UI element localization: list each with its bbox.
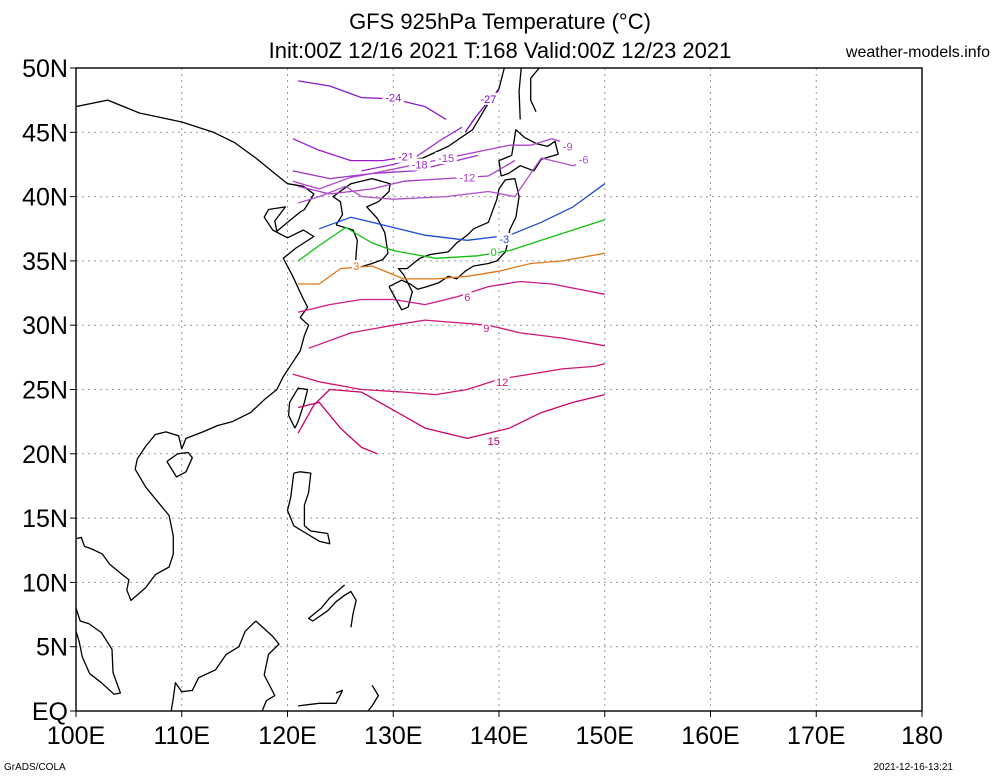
- isotherm-line: [318, 183, 606, 241]
- isotherm-label: 9: [483, 323, 489, 335]
- software-credit: GrADS/COLA: [4, 762, 66, 773]
- contour-label-bg: [494, 375, 510, 388]
- temperature-contours: [292, 80, 606, 455]
- isotherm-line: [292, 138, 415, 162]
- site-credit: weather-models.info: [845, 44, 990, 61]
- coastline-segment: [518, 68, 522, 120]
- contour-label-bg: [482, 321, 491, 334]
- lat-tick-label: EQ: [32, 698, 68, 726]
- coastline-segment: [530, 68, 540, 112]
- contour-label-bg: [560, 140, 576, 153]
- lon-tick-label: 160E: [681, 722, 739, 750]
- coastline-segment: [498, 129, 559, 177]
- contour-label-bg: [351, 260, 361, 273]
- coastline-segment: [287, 387, 309, 429]
- lat-tick-label: 15N: [22, 505, 68, 533]
- isotherm-label: 6: [464, 292, 470, 304]
- title-line-1: GFS 925hPa Temperature (°C): [349, 9, 651, 34]
- isotherm-label: -24: [385, 93, 401, 105]
- contour-label-bg: [456, 171, 479, 184]
- coastline-segment: [76, 99, 315, 602]
- contour-label-bg: [477, 92, 500, 105]
- coastline-segment: [332, 177, 391, 270]
- isotherm-label: 3: [353, 261, 359, 273]
- coastline-segment: [298, 689, 344, 707]
- coastline-segment: [286, 471, 331, 545]
- lon-tick-label: 150E: [576, 722, 634, 750]
- render-timestamp: 2021-12-16-13:21: [873, 762, 953, 773]
- coastline-segment: [403, 68, 505, 162]
- lon-tick-label: 140E: [470, 722, 528, 750]
- coastline-segment: [367, 684, 380, 711]
- isotherm-label: -12: [459, 172, 475, 184]
- title-line-2: Init:00Z 12/16 2021 T:168 Valid:00Z 12/2…: [268, 38, 732, 63]
- lat-tick-label: 10N: [22, 569, 68, 597]
- lat-tick-label: 20N: [22, 441, 68, 469]
- lat-tick-label: 50N: [22, 55, 68, 83]
- isotherm-line: [297, 401, 378, 455]
- isotherm-line: [297, 280, 605, 313]
- isotherm-label: 12: [496, 377, 508, 389]
- isotherm-line: [308, 319, 605, 349]
- contour-label-bg: [435, 152, 457, 165]
- lat-tick-label: 25N: [22, 377, 68, 405]
- contour-label-bg: [382, 91, 404, 104]
- lat-tick-label: 5N: [36, 634, 68, 662]
- isotherm-label: 0: [491, 247, 497, 259]
- coastline-segment: [76, 607, 122, 695]
- contour-label-bg: [489, 245, 498, 258]
- contour-label-bg: [496, 233, 512, 246]
- isotherm-line: [298, 252, 605, 285]
- contour-label-bg: [408, 158, 431, 171]
- coastlines: [76, 68, 559, 711]
- isotherm-label: -18: [412, 159, 428, 171]
- isotherm-label: -27: [480, 94, 496, 106]
- coastline-segment: [307, 584, 357, 628]
- lon-tick-label: 100E: [47, 722, 105, 750]
- grid-lines: [76, 68, 922, 711]
- coastline-segment: [170, 620, 257, 711]
- lon-tick-label: 130E: [364, 722, 422, 750]
- isotherm-label: -6: [579, 154, 589, 166]
- isotherm-line: [297, 157, 590, 204]
- lat-tick-label: 45N: [22, 119, 68, 147]
- lon-tick-label: 110E: [153, 722, 210, 750]
- isotherm-line: [297, 219, 606, 262]
- isotherm-label: -9: [563, 141, 573, 153]
- lon-tick-label: 120E: [258, 722, 316, 750]
- isotherm-line: [297, 80, 447, 120]
- lat-tick-label: 35N: [22, 248, 68, 276]
- lat-tick-label: 40N: [22, 184, 68, 212]
- isotherm-label: -15: [438, 153, 454, 165]
- isotherm-label: 15: [488, 436, 500, 448]
- isotherm-line: [292, 363, 605, 396]
- isotherm-line: [297, 388, 605, 440]
- lon-tick-label: 170E: [787, 722, 845, 750]
- contour-label-bg: [486, 434, 502, 447]
- contour-label-bg: [576, 153, 592, 166]
- isotherm-line: [297, 160, 516, 195]
- isotherm-line: [292, 138, 574, 190]
- lon-tick-label: 180: [901, 722, 943, 750]
- coastline-segment: [166, 451, 193, 478]
- contour-label-bg: [463, 290, 472, 303]
- isotherm-label: -3: [499, 234, 509, 246]
- coastline-segment: [255, 620, 280, 711]
- lat-tick-label: 30N: [22, 312, 68, 340]
